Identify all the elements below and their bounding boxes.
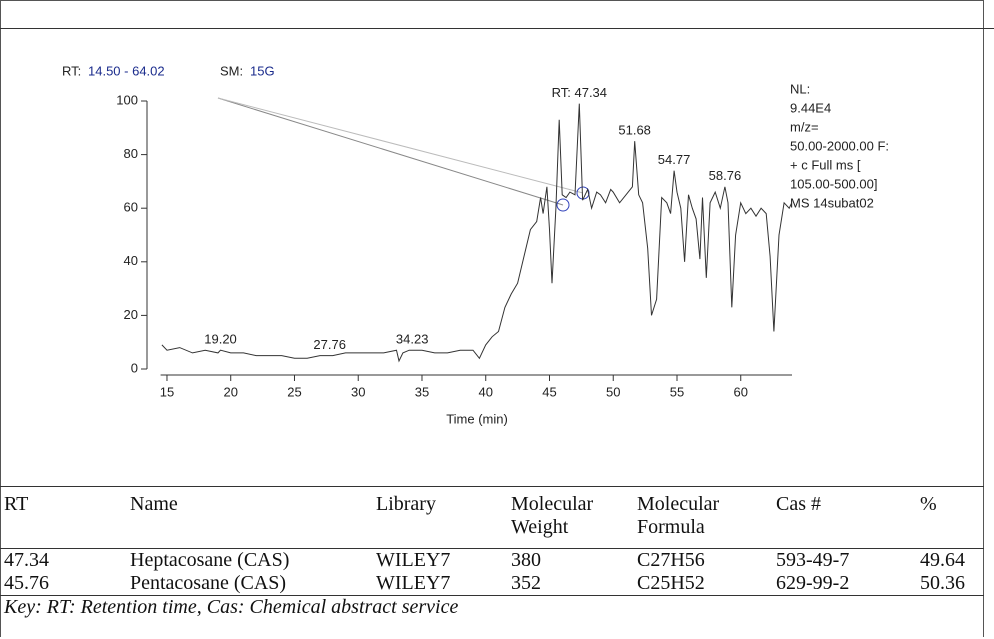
- y-tick-label: 20: [124, 307, 138, 322]
- scan-info: 50.00-2000.00 F:: [790, 138, 889, 153]
- header-label: RT:: [62, 63, 81, 78]
- table-cell: Heptacosane (CAS): [130, 549, 290, 571]
- table-note: Key: RT: Retention time, Cas: Chemical a…: [0, 595, 984, 619]
- x-tick-label: 20: [223, 384, 237, 399]
- x-tick-label: 35: [415, 384, 429, 399]
- peak-label: 34.23: [396, 332, 429, 347]
- x-tick-label: 50: [606, 384, 620, 399]
- y-tick-label: 40: [124, 253, 138, 268]
- x-tick-label: 60: [734, 384, 748, 399]
- table-cell: WILEY7: [376, 572, 451, 594]
- top-rule: [0, 28, 994, 29]
- table-cell: WILEY7: [376, 549, 451, 571]
- peak-label: 19.20: [204, 332, 237, 347]
- connector: [217, 97, 564, 206]
- x-tick-label: 45: [542, 384, 556, 399]
- scan-info: MS 14subat02: [790, 195, 874, 210]
- scan-info: m/z=: [790, 119, 819, 134]
- table-cell: 47.34: [4, 549, 49, 571]
- table-cell: 352: [511, 572, 541, 594]
- y-tick-label: 0: [131, 360, 138, 375]
- results-table: RT Name Library Molecular Weight Molecular F…: [0, 486, 984, 619]
- x-tick-label: 25: [287, 384, 301, 399]
- scan-info: 9.44E4: [790, 100, 831, 115]
- table-cell: 629-99-2: [776, 572, 850, 594]
- header-value: 15G: [250, 63, 275, 78]
- column-header: %: [920, 493, 937, 515]
- peak-label: 54.77: [658, 152, 691, 167]
- chromatogram-trace: [161, 103, 793, 363]
- x-tick-label: 40: [479, 384, 493, 399]
- peak-label: 58.76: [709, 168, 742, 183]
- column-header: Molecular Formula: [637, 493, 720, 538]
- y-tick-label: 60: [124, 200, 138, 215]
- peak-label: 51.68: [618, 123, 651, 138]
- peak-label: RT: 47.34: [552, 85, 607, 100]
- table-cell: Pentacosane (CAS): [130, 572, 287, 594]
- x-axis-title: Time (min): [446, 411, 508, 426]
- peak-marker: [556, 198, 570, 212]
- table-cell: 380: [511, 549, 541, 571]
- table-cell: 50.36: [920, 572, 965, 594]
- x-tick-label: 15: [160, 384, 174, 399]
- header-range: 14.50 - 64.02: [88, 63, 165, 78]
- connector: [217, 97, 584, 194]
- column-header: Molecular Weight: [511, 493, 594, 538]
- scan-info: + c Full ms [: [790, 157, 861, 172]
- table-cell: 593-49-7: [776, 549, 850, 571]
- table-cell: C25H52: [637, 572, 705, 594]
- column-header: Library: [376, 493, 436, 515]
- column-header: Name: [130, 493, 178, 515]
- table-cell: 45.76: [4, 572, 49, 594]
- table-row: 47.34 Heptacosane (CAS) WILEY7 380 C27H56 593…: [0, 549, 984, 573]
- table-cell: 49.64: [920, 549, 965, 571]
- table-row: 45.76 Pentacosane (CAS) WILEY7 352 C25H52 629…: [0, 572, 984, 596]
- chromatogram: RT: 14.50 - 64.02 SM: 15G Time (min) 0 20…: [62, 63, 889, 426]
- column-header: RT: [4, 493, 29, 515]
- peak-label: 27.76: [313, 337, 346, 352]
- x-tick-label: 30: [351, 384, 365, 399]
- column-header: Cas #: [776, 493, 821, 515]
- header-label: SM:: [220, 63, 243, 78]
- scan-info: NL:: [790, 81, 810, 96]
- table-cell: C27H56: [637, 549, 705, 571]
- scan-info: 105.00-500.00]: [790, 176, 877, 191]
- header-row: RT Name Library Molecular Weight Molecular F…: [0, 486, 984, 549]
- y-tick-label: 100: [116, 92, 138, 107]
- x-tick-label: 55: [670, 384, 684, 399]
- y-tick-label: 80: [124, 146, 138, 161]
